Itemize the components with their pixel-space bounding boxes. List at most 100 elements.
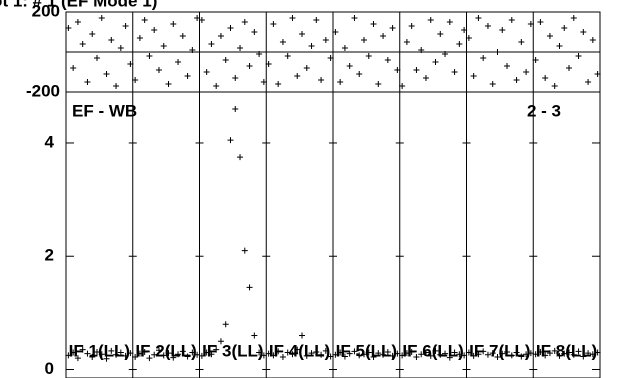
amplitude-point	[246, 284, 253, 291]
panel-label: IF 1(LL)	[69, 341, 130, 360]
phase-point	[232, 75, 239, 81]
amplitude-point	[337, 349, 344, 356]
amplitude-point	[122, 352, 129, 359]
phase-point	[175, 59, 182, 65]
phase-point	[475, 15, 482, 21]
amplitude-point	[165, 350, 172, 357]
phase-point	[256, 51, 263, 57]
amplitude-point	[222, 321, 229, 328]
amplitude-point	[279, 354, 286, 361]
amplitude-point	[499, 350, 506, 357]
phase-point	[294, 73, 301, 79]
phase-point	[146, 53, 153, 59]
amplitude-point	[446, 354, 453, 361]
phase-point	[127, 61, 134, 67]
amplitude-point	[98, 351, 105, 358]
phase-point	[160, 43, 167, 49]
amplitude-point	[194, 351, 201, 358]
amplitude-tick-label: 2	[45, 246, 54, 265]
amplitude-point	[284, 349, 291, 356]
phase-point	[332, 29, 339, 35]
phase-point	[308, 43, 315, 49]
phase-point	[427, 17, 434, 23]
phase-tick-label: 200	[32, 1, 60, 20]
amplitude-point	[380, 351, 387, 358]
phase-point	[141, 17, 148, 23]
phase-point	[480, 55, 487, 61]
amplitude-point	[265, 350, 272, 357]
amplitude-point	[318, 351, 325, 358]
amplitude-point	[237, 154, 244, 161]
phase-point	[575, 53, 582, 59]
amplitude-point	[108, 347, 115, 354]
phase-point	[79, 41, 86, 47]
phase-point	[442, 51, 449, 57]
phase-point	[532, 57, 539, 63]
phase-point	[93, 55, 100, 61]
phase-point	[561, 25, 568, 31]
phase-point	[246, 63, 253, 69]
phase-point	[489, 81, 496, 87]
amplitude-point	[251, 332, 258, 339]
phase-point	[422, 75, 429, 81]
panel-label: IF 6(LL)	[402, 341, 463, 360]
phase-point	[237, 45, 244, 51]
amplitude-point	[327, 353, 334, 360]
amplitude-point	[203, 349, 210, 356]
amplitude-point	[523, 351, 530, 358]
phase-point	[360, 37, 367, 43]
phase-point	[451, 69, 458, 75]
phase-point	[103, 71, 110, 77]
phase-point	[527, 21, 534, 27]
amplitude-point	[537, 348, 544, 355]
phase-point	[418, 47, 425, 53]
amplitude-point	[308, 350, 315, 357]
amplitude-point	[313, 348, 320, 355]
amplitude-point	[356, 352, 363, 359]
phase-point	[504, 63, 511, 69]
phase-point	[380, 33, 387, 39]
amplitude-point	[93, 348, 100, 355]
amplitude-point	[442, 350, 449, 357]
phase-point	[65, 25, 72, 31]
amplitude-point	[79, 346, 86, 353]
phase-point	[337, 79, 344, 85]
phase-point	[89, 31, 96, 37]
phase-point	[508, 17, 515, 23]
amplitude-point	[198, 352, 205, 359]
amplitude-point	[513, 349, 520, 356]
phase-point	[389, 25, 396, 31]
phase-point	[299, 31, 306, 37]
amplitude-point	[299, 332, 306, 339]
phase-point	[265, 61, 272, 67]
amplitude-point	[594, 349, 601, 356]
amplitude-point	[556, 352, 563, 359]
panel-label: IF 7(LL)	[469, 341, 530, 360]
phase-point	[432, 59, 439, 65]
phase-point	[313, 17, 320, 23]
amplitude-point	[127, 350, 134, 357]
amplitude-point	[403, 350, 410, 357]
phase-point	[484, 23, 491, 29]
amplitude-point	[413, 354, 420, 361]
phase-point	[108, 37, 115, 43]
phase-point	[365, 53, 372, 59]
amplitude-point	[184, 353, 191, 360]
phase-point	[132, 77, 139, 83]
amplitude-point	[303, 352, 310, 359]
amplitude-point	[65, 352, 72, 359]
amplitude-point	[275, 348, 282, 355]
amplitude-point	[570, 351, 577, 358]
phase-point	[289, 15, 296, 21]
amplitude-point	[217, 338, 224, 345]
phase-point	[370, 21, 377, 27]
phase-point	[98, 15, 105, 21]
phase-point	[84, 79, 91, 85]
amplitude-point	[74, 355, 81, 362]
amplitude-point	[489, 350, 496, 357]
baseline-label: EF - WB	[72, 101, 137, 120]
panel-label: IF 4(LL)	[269, 341, 330, 360]
amplitude-point	[227, 137, 234, 144]
phase-point	[189, 47, 196, 53]
amplitude-point	[561, 350, 568, 357]
